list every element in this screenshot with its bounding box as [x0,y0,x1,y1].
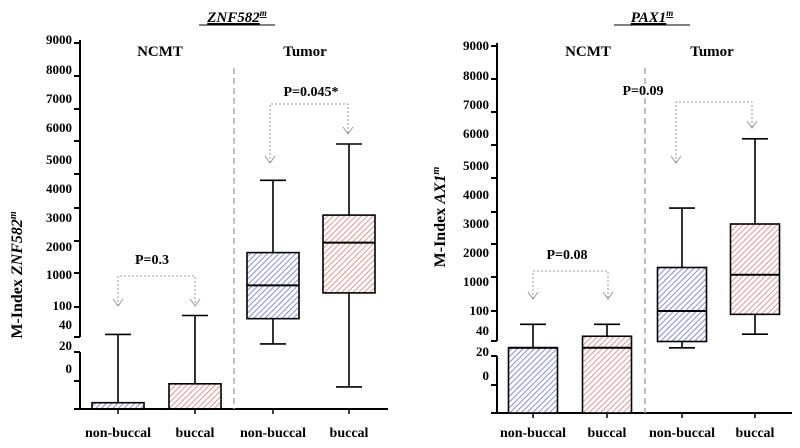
p-value-label: P=0.3 [135,253,169,268]
arrow-down-icon [746,120,758,129]
x-tick-label: buccal [736,426,775,441]
x-tick-label: non-buccal [500,426,566,441]
chart-title-superscript: m [260,8,267,18]
y-tick-label: 3000 [463,216,489,231]
x-tick-label: non-buccal [85,426,151,441]
arrow-down-icon [602,291,614,300]
box-iqr [581,335,633,414]
box-ncmt-buccal [581,323,633,414]
chart-title: ZNF582m [206,8,267,26]
y-tick-label: 3000 [46,210,72,225]
y-axis-label-gene: ZNF582 [9,219,26,276]
y-axis-label-gene: AX1 [432,174,449,204]
comparison-bracket: P=0.3 [112,253,201,307]
y-tick-label: 1000 [46,267,72,282]
chart-title-gene: ZNF582 [206,10,260,26]
x-tick-label: buccal [330,426,369,441]
y-axis-label-superscript: m [8,211,19,219]
p-value-label: P=0.08 [546,248,587,263]
group-label: Tumor [283,44,327,60]
y-tick-label: 8000 [46,62,72,77]
box-tumor-non-buccal [246,179,300,345]
bracket-line [675,101,753,163]
y-axis-label-prefix: M-Index [9,275,26,339]
group-label: NCMT [565,44,611,60]
box-iqr [322,214,376,294]
x-tick-label: buccal [588,426,627,441]
x-tick-label: non-buccal [649,426,715,441]
group-label: NCMT [137,44,183,60]
y-tick-label: 8000 [463,68,489,83]
box-tumor-buccal [729,138,781,335]
y-tick-label: 2000 [463,245,489,260]
arrow-down-icon [670,155,682,164]
box-ncmt-non-buccal [91,333,145,410]
y-tick-label: 7000 [463,97,489,112]
y-tick-label: 6000 [463,126,489,141]
p-value-label: P=0.09 [622,84,663,99]
box-ncmt-buccal [168,314,222,410]
y-tick-label: 40 [476,323,489,338]
y-tick-label: 20 [59,338,72,353]
y-tick-label: 40 [59,317,72,332]
y-tick-label: 0 [66,361,73,376]
box-ncmt-non-buccal [507,323,559,414]
arrow-down-icon [527,291,539,300]
y-tick-label: 100 [470,303,490,318]
y-tick-label: 0 [483,368,490,383]
chart-title: PAX1m [631,8,674,26]
y-tick-label: 7000 [46,91,72,106]
arrow-down-icon [189,298,201,307]
bracket-line [117,275,196,306]
chart-title-superscript: m [666,8,673,18]
group-label: Tumor [690,44,734,60]
y-axis-label-superscript: m [431,166,442,174]
y-tick-label: 9000 [46,32,72,47]
y-axis-label: M-Index AX1m [431,166,449,267]
y-tick-label: 4000 [46,181,72,196]
y-tick-label: 100 [53,298,73,313]
y-tick-label: 2000 [46,239,72,254]
arrow-down-icon [264,155,276,164]
box-iqr [507,346,559,414]
comparison-bracket: P=0.08 [527,248,614,300]
arrow-down-icon [342,126,354,135]
comparison-bracket: P=0.045* [264,85,354,164]
y-tick-label: 9000 [463,38,489,53]
y-axis-label-prefix: M-Index [432,204,449,268]
box-iqr [729,223,781,316]
box-iqr [168,382,222,410]
y-axis-label: M-Index ZNF582m [8,211,26,339]
y-tick-label: 4000 [463,187,489,202]
bracket-line [532,270,609,299]
bracket-line [269,103,349,163]
chart-title-gene: PAX1 [631,10,667,26]
x-tick-label: non-buccal [240,426,306,441]
box-tumor-buccal [322,143,376,388]
p-value-label: P=0.045* [283,85,338,100]
y-tick-label: 5000 [46,152,72,167]
comparison-bracket: P=0.09 [622,84,758,164]
box-tumor-non-buccal [656,207,708,349]
arrow-down-icon [112,298,124,307]
box-iqr [656,266,708,343]
y-tick-label: 6000 [46,120,72,135]
y-tick-label: 1000 [463,274,489,289]
y-tick-label: 5000 [463,158,489,173]
x-tick-label: buccal [176,426,215,441]
y-tick-label: 20 [476,344,489,359]
